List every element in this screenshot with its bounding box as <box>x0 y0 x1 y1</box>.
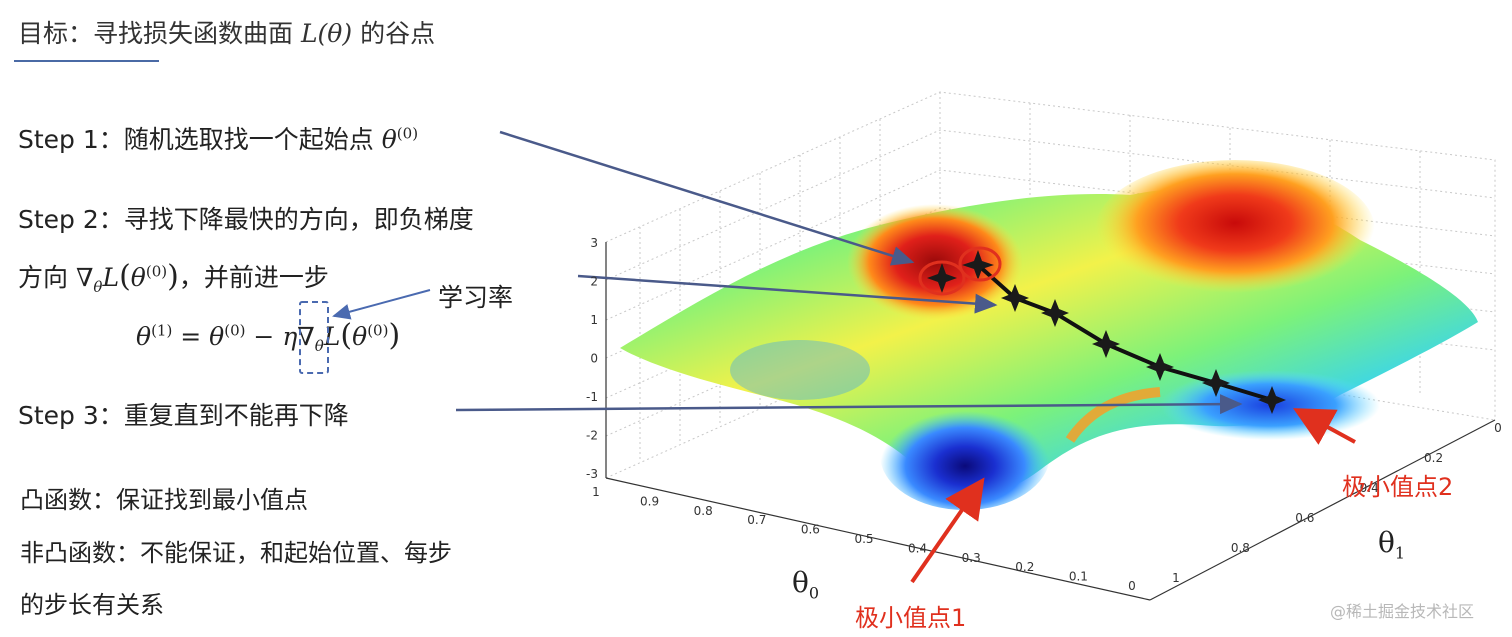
step2-line2: 方向 ∇θL(θ(0))，并前进一步 <box>18 259 329 296</box>
title-suffix: 的谷点 <box>352 19 436 48</box>
theta1-tick-label: 0.2 <box>1424 451 1443 465</box>
update-formula: θ(1) = θ(0) − η∇θL(θ(0)) <box>136 318 401 355</box>
minimum1-arrow <box>910 477 985 584</box>
nonconvex-note-line2: 的步长有关系 <box>20 591 164 619</box>
start-circles <box>918 246 1002 296</box>
theta0-tick-label: 1 <box>592 485 600 499</box>
step3-text: Step 3：重复直到不能再下降 <box>18 401 349 430</box>
theta0-tick-label: 0.6 <box>801 523 820 537</box>
step-star <box>1202 369 1230 397</box>
step3-arrow <box>455 394 1243 415</box>
theta0-axis-label: θ0 <box>792 566 820 603</box>
surface-shape <box>620 160 1478 510</box>
page-title: 目标：寻找损失函数曲面 L(θ) 的谷点 <box>18 14 435 50</box>
z-tick-label: -1 <box>586 390 598 404</box>
nonconvex-note-line1: 非凸函数：不能保证，和起始位置、每步 <box>20 539 452 567</box>
z-tick-label: 2 <box>590 275 598 289</box>
step-star <box>927 263 957 293</box>
theta1-axis-label: θ1 <box>1378 526 1406 563</box>
z-tick-label: 3 <box>590 236 598 250</box>
theta1-axis-ticks: 0 0.2 0.4 0.6 0.8 1 <box>1172 421 1502 585</box>
learning-rate-label: 学习率 <box>438 283 514 312</box>
minimum-arrows <box>910 408 1356 584</box>
step2-arrow <box>577 274 998 314</box>
theta1-tick-label: 1 <box>1172 571 1180 585</box>
theta1-tick-label: 0.4 <box>1360 481 1379 495</box>
annotation-arrows <box>455 130 1243 415</box>
watermark: @稀土掘金技术社区 <box>1330 602 1475 621</box>
z-tick-label: -3 <box>586 467 598 481</box>
theta0-tick-label: 0.2 <box>1015 560 1034 574</box>
descent-steps <box>927 250 1286 414</box>
step1-theta: θ(0) <box>381 124 419 154</box>
start-point-star <box>962 250 994 280</box>
theta1-tick-label: 0.8 <box>1231 541 1250 555</box>
title-underline <box>14 60 159 62</box>
theta0-tick-label: 0.7 <box>747 513 766 527</box>
step1-arrow <box>499 130 915 266</box>
step-star <box>1258 386 1286 414</box>
z-tick-label: 1 <box>590 313 598 327</box>
theta0-tick-label: 0 <box>1128 579 1136 593</box>
plot-axes <box>605 242 1496 601</box>
learning-rate-arrow <box>332 289 431 320</box>
z-tick-label: -2 <box>586 429 598 443</box>
z-axis-ticks: 3 2 1 0 -1 -2 -3 <box>586 236 598 481</box>
minimum1-label: 极小值点1 <box>855 604 967 632</box>
theta0-tick-label: 0.5 <box>854 532 873 546</box>
z-tick-label: 0 <box>590 352 598 366</box>
step2-line1: Step 2：寻找下降最快的方向，即负梯度 <box>18 205 474 234</box>
convex-note: 凸函数：保证找到最小值点 <box>20 486 308 514</box>
step-star <box>1092 330 1120 358</box>
theta0-tick-label: 0.4 <box>908 541 927 555</box>
minimum2-label: 极小值点2 <box>1342 473 1454 501</box>
theta0-tick-label: 0.1 <box>1069 570 1088 584</box>
step2-gradient: ∇θL(θ(0)) <box>75 259 179 296</box>
theta0-axis-ticks: 1 0.9 0.8 0.7 0.6 0.5 0.4 0.3 0.2 0.1 0 <box>592 485 1136 593</box>
title-math: L(θ) <box>300 19 353 48</box>
theta0-tick-label: 0.8 <box>694 504 713 518</box>
title-prefix: 目标：寻找损失函数曲面 <box>18 19 301 48</box>
theta1-tick-label: 0.6 <box>1295 511 1314 525</box>
theta0-tick-label: 0.9 <box>640 494 659 508</box>
theta1-tick-label: 0 <box>1494 421 1502 435</box>
minimum2-arrow <box>1292 408 1356 445</box>
step-star <box>1001 284 1029 312</box>
step1-text: Step 1：随机选取找一个起始点 θ(0) <box>18 120 418 156</box>
step1-label: Step 1：随机选取找一个起始点 <box>18 125 382 154</box>
step-star <box>1146 353 1174 381</box>
eta-highlight-box <box>299 301 329 374</box>
theta0-tick-label: 0.3 <box>962 551 981 565</box>
step-star <box>1041 299 1069 327</box>
